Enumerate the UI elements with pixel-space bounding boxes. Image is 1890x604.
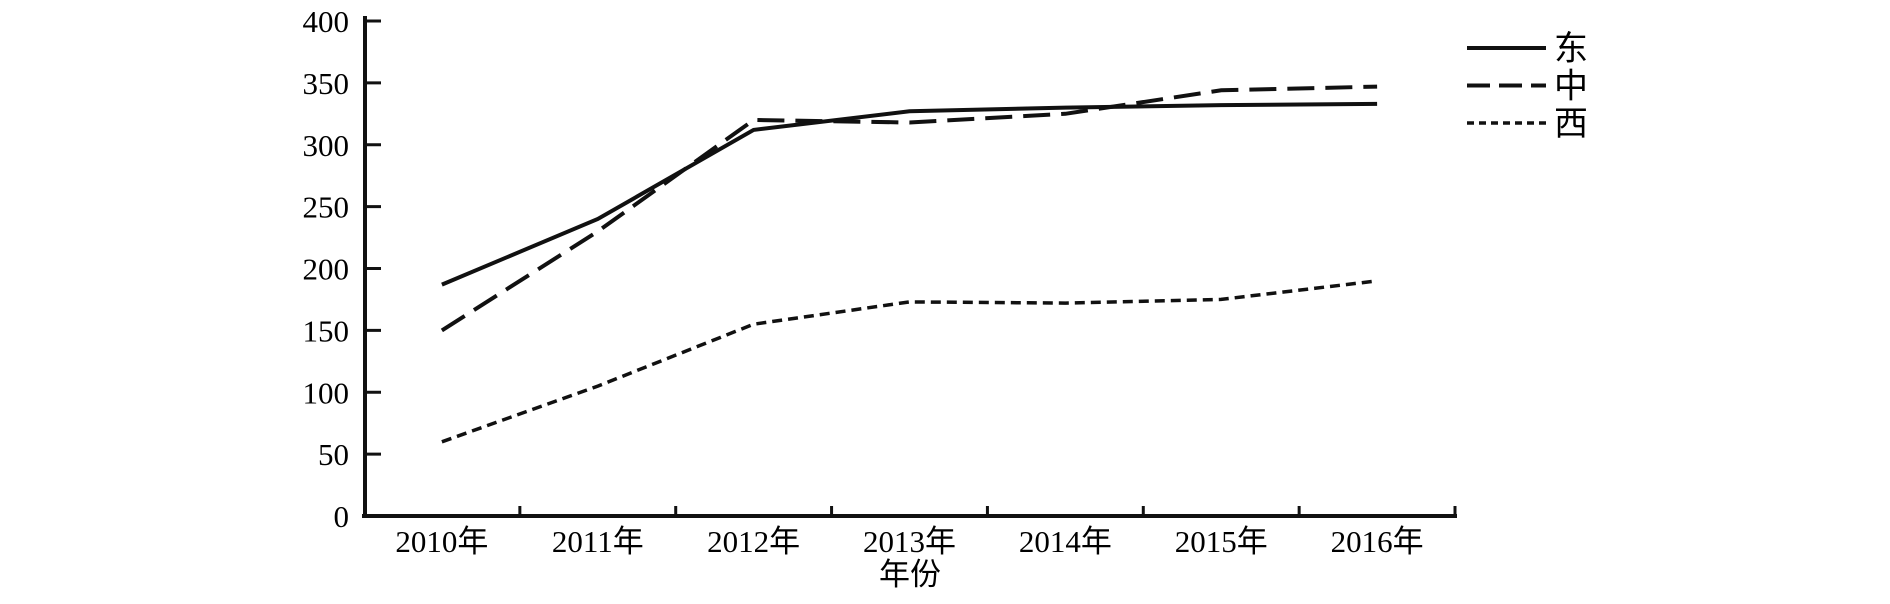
- series-line-solid: [441, 101, 1378, 287]
- y-tick-label: 300: [303, 128, 350, 163]
- legend: 东中西: [1467, 30, 1588, 143]
- y-axis-ticks: [365, 19, 381, 518]
- series-line-long-dash: [440, 84, 1378, 333]
- x-tick-label: 2010年: [395, 524, 488, 559]
- x-tick-label: 2011年: [552, 524, 644, 559]
- legend-label: 西: [1554, 106, 1588, 143]
- y-tick-label: 0: [334, 499, 350, 534]
- series-line-short-dash: [441, 279, 1378, 444]
- axes: [362, 16, 1457, 518]
- legend-item: 中: [1467, 68, 1588, 106]
- y-tick-label: 250: [303, 190, 350, 225]
- series-lines: [440, 84, 1378, 444]
- legend-label: 中: [1554, 68, 1588, 106]
- x-tick-label: 2013年: [863, 524, 956, 559]
- x-axis-title: 年份: [879, 557, 941, 592]
- y-axis-labels: 0 50 100 150 200 250 300 350 400: [303, 4, 350, 534]
- x-tick-label: 2016年: [1331, 524, 1424, 559]
- y-tick-label: 200: [303, 252, 350, 287]
- legend-label: 东: [1554, 30, 1588, 68]
- x-axis-labels: 2010年 2011年 2012年 2013年 2014年 2015年 2016年: [395, 524, 1423, 559]
- x-tick-label: 2012年: [707, 524, 800, 559]
- y-tick-label: 400: [303, 4, 350, 39]
- x-tick-label: 2015年: [1175, 524, 1268, 559]
- y-tick-label: 100: [303, 375, 350, 410]
- x-axis-ticks: [518, 506, 1457, 516]
- legend-item: 东: [1467, 30, 1588, 68]
- x-tick-label: 2014年: [1019, 524, 1112, 559]
- y-tick-label: 150: [303, 313, 350, 348]
- y-tick-label: 350: [303, 66, 350, 101]
- y-tick-label: 50: [318, 437, 349, 472]
- legend-item: 西: [1467, 106, 1588, 143]
